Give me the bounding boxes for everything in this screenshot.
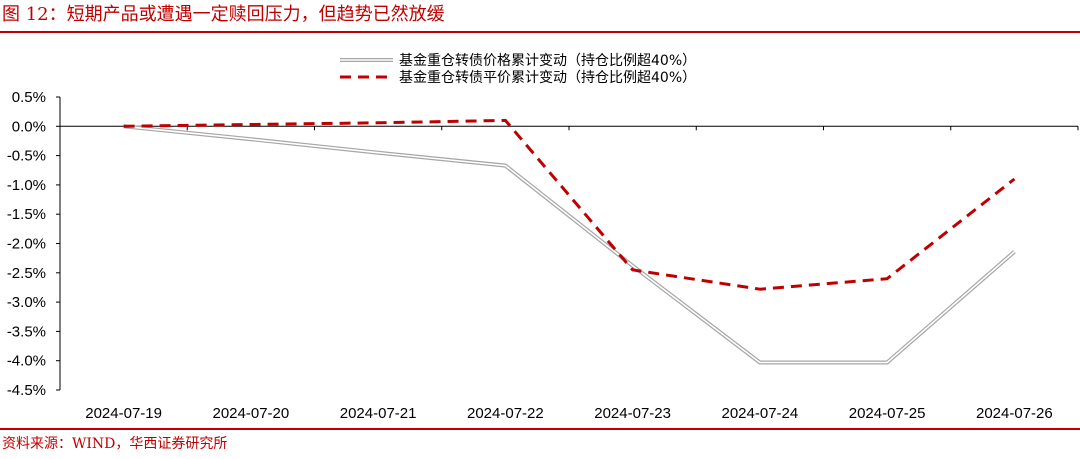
x-tick-label: 2024-07-24 (722, 405, 799, 422)
y-tick-label: -2.5% (7, 265, 46, 282)
x-tick-label: 2024-07-26 (976, 405, 1053, 422)
line-chart: 基金重仓转债价格累计变动（持仓比例超40%）基金重仓转债平价累计变动（持仓比例超… (7, 52, 1079, 422)
y-tick-label: -2.0% (7, 236, 46, 253)
x-axis: 2024-07-19 2024-07-20 2024-07-21 2024-07-22… (59, 125, 1079, 422)
bottom-rule (0, 428, 1080, 430)
y-tick-label: -3.5% (7, 323, 46, 340)
y-tick-label: -1.5% (7, 206, 46, 223)
y-tick-label: 0.5% (12, 89, 46, 106)
x-tick-label: 2024-07-23 (594, 405, 671, 422)
y-axis: 0.5% 0.0% -0.5% -1.0% -1.5% -2.0% -2.5% -3.0% -3… (7, 89, 61, 399)
y-tick-label: -3.0% (7, 294, 46, 311)
legend: 基金重仓转债价格累计变动（持仓比例超40%）基金重仓转债平价累计变动（持仓比例超… (340, 52, 696, 86)
x-tick-label: 2024-07-20 (213, 405, 290, 422)
series-line-parity (123, 118, 1016, 291)
legend-label: 基金重仓转债平价累计变动（持仓比例超40%） (399, 69, 696, 86)
y-tick-label: -4.0% (7, 353, 46, 370)
chart-title: 图 12：短期产品或遭遇一定赎回压力，但趋势已然放缓 (2, 4, 445, 25)
series-line-price (123, 124, 1016, 365)
series-line-price-inner (123, 125, 1015, 364)
x-tick-label: 2024-07-25 (849, 405, 926, 422)
top-rule (0, 31, 1080, 33)
source-note: 资料来源：WIND，华西证券研究所 (2, 436, 228, 452)
y-tick-label: -0.5% (7, 148, 46, 165)
x-tick-label: 2024-07-19 (85, 405, 162, 422)
y-tick-label: -1.0% (7, 177, 46, 194)
series-layer (123, 118, 1016, 365)
y-tick-label: -4.5% (7, 382, 46, 399)
legend-label: 基金重仓转债价格累计变动（持仓比例超40%） (399, 52, 696, 69)
x-tick-label: 2024-07-21 (340, 405, 417, 422)
y-tick-label: 0.0% (12, 118, 46, 135)
x-tick-label: 2024-07-22 (467, 405, 544, 422)
